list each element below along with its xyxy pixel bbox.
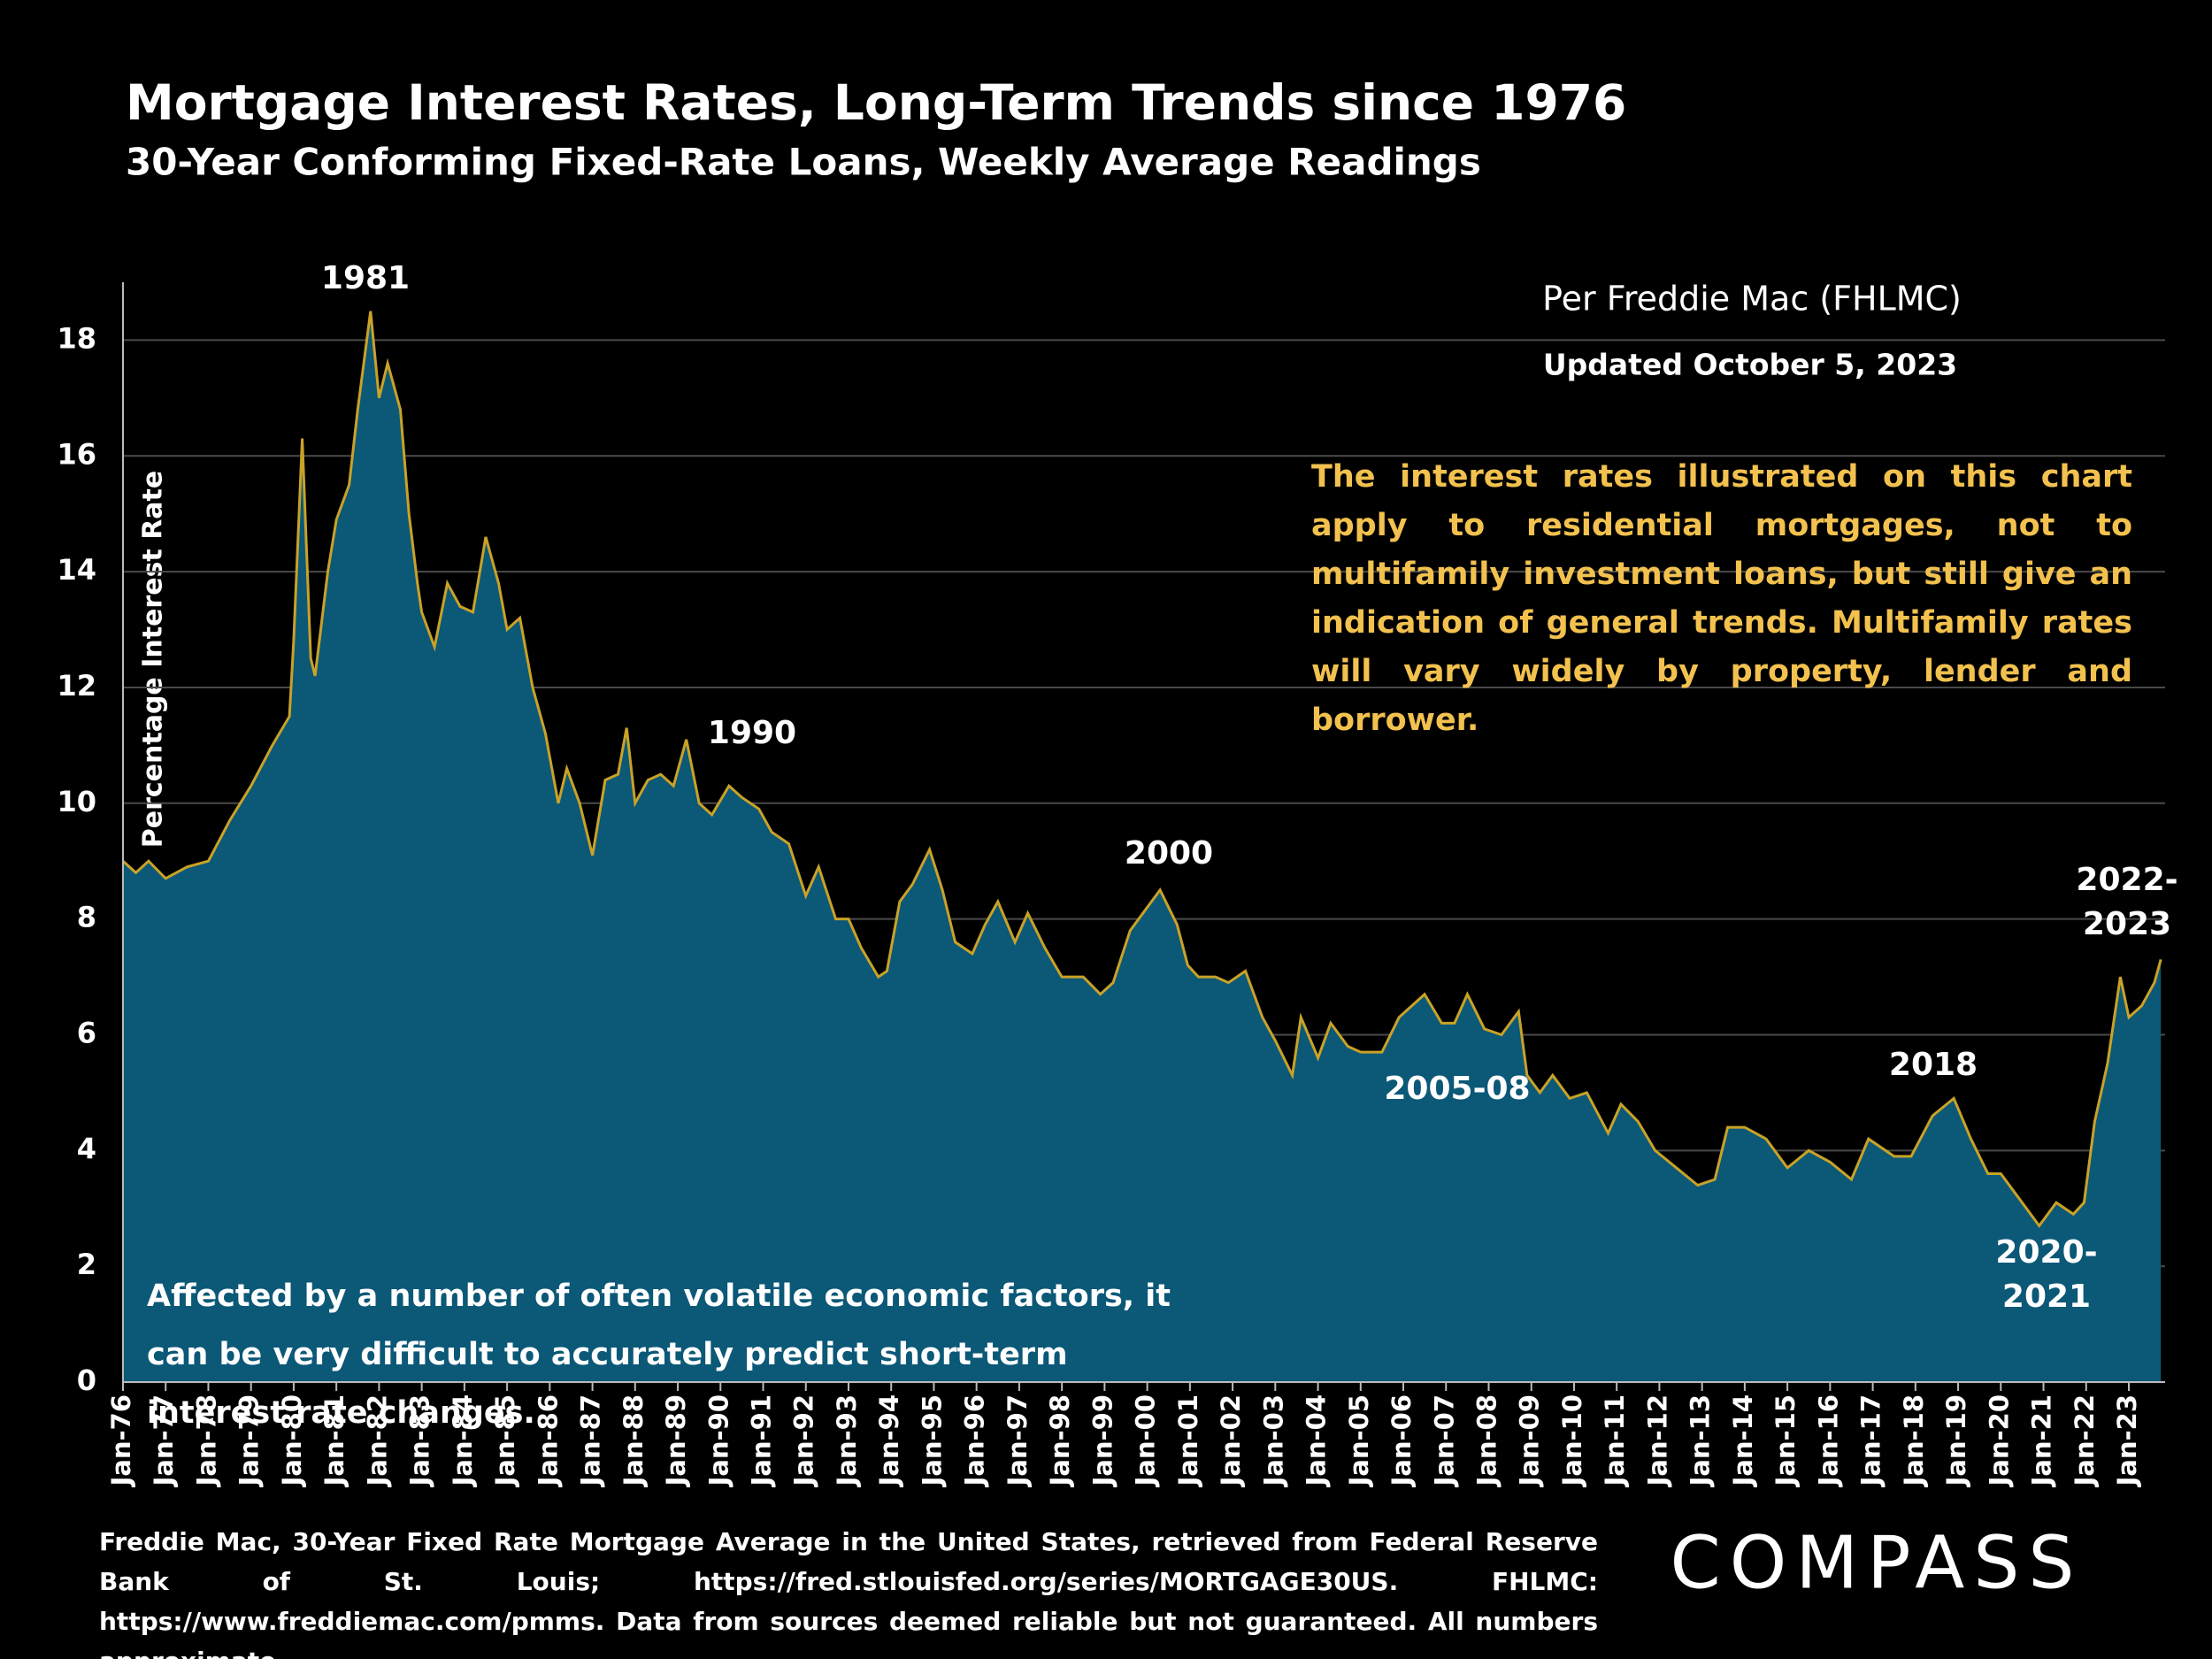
- x-tick-label: Jan-79: [234, 1394, 265, 1487]
- x-tick-label: Jan-13: [1686, 1394, 1716, 1487]
- chart-title: Mortgage Interest Rates, Long-Term Trend…: [126, 74, 1626, 131]
- x-tick-label: Jan-84: [448, 1394, 478, 1487]
- y-tick-label: 16: [57, 437, 96, 471]
- x-tick-label: Jan-07: [1429, 1394, 1459, 1487]
- x-tick-label: Jan-17: [1856, 1394, 1886, 1487]
- y-tick-label: 10: [57, 785, 96, 818]
- x-tick-label: Jan-12: [1642, 1394, 1672, 1487]
- x-tick-label: Jan-21: [2027, 1394, 2057, 1487]
- x-tick-label: Jan-08: [1471, 1394, 1502, 1487]
- x-tick-label: Jan-82: [362, 1394, 392, 1487]
- y-tick-label: 18: [57, 321, 96, 355]
- x-tick-label: Jan-87: [576, 1394, 606, 1487]
- y-tick-label: 8: [77, 901, 96, 934]
- caution-text: Affected by a number of often volatile e…: [147, 1279, 1171, 1431]
- y-tick-label: 14: [57, 553, 96, 587]
- x-tick-label: Jan-77: [149, 1394, 179, 1487]
- annotation: 1990: [708, 715, 796, 751]
- x-tick-label: Jan-80: [277, 1394, 307, 1487]
- x-tick-label: Jan-94: [874, 1394, 904, 1487]
- x-tick-label: Jan-92: [789, 1394, 819, 1487]
- x-tick-label: Jan-76: [106, 1394, 136, 1487]
- x-tick-label: Jan-01: [1173, 1394, 1203, 1487]
- annotation: 2018: [1889, 1047, 1978, 1083]
- x-tick-label: Jan-00: [1131, 1394, 1161, 1487]
- line: [121, 311, 2162, 1228]
- area: [123, 311, 2162, 1383]
- y-tick-label: 4: [77, 1132, 96, 1165]
- annotation: 1981: [321, 260, 410, 296]
- x-tick-label: Jan-15: [1770, 1394, 1801, 1487]
- x-tick-label: Jan-23: [2112, 1394, 2142, 1487]
- x-tick-label: Jan-19: [1941, 1394, 1971, 1487]
- x-tick-label: Jan-93: [832, 1394, 862, 1487]
- updated-date: Updated October 5, 2023: [1543, 348, 1957, 382]
- y-tick-label: 0: [77, 1363, 96, 1397]
- y-tick-label: 2: [77, 1248, 96, 1281]
- x-tick-label: Jan-83: [405, 1394, 435, 1487]
- source-heading: Per Freddie Mac (FHLMC): [1542, 280, 1962, 319]
- x-tick-label: Jan-97: [1002, 1394, 1033, 1487]
- x-tick-label: Jan-78: [191, 1394, 221, 1487]
- logo: COMPASS: [1671, 1521, 2084, 1605]
- x-tick-label: Jan-88: [618, 1394, 649, 1487]
- x-tick-label: Jan-22: [2070, 1394, 2100, 1487]
- x-tick-label: Jan-02: [1216, 1394, 1246, 1487]
- chart-subtitle: 30-Year Conforming Fixed-Rate Loans, Wee…: [126, 141, 1481, 184]
- x-tick-label: Jan-20: [1984, 1394, 2014, 1487]
- x-tick-label: Jan-18: [1899, 1394, 1929, 1487]
- x-tick-label: Jan-91: [747, 1394, 777, 1487]
- x-tick-label: Jan-04: [1302, 1394, 1332, 1487]
- x-tick-label: Jan-09: [1515, 1394, 1545, 1487]
- x-tick-label: Jan-85: [490, 1394, 520, 1487]
- x-tick-label: Jan-90: [703, 1394, 733, 1487]
- annotation: 2021: [2002, 1279, 2091, 1315]
- y-tick-label: 6: [77, 1016, 96, 1049]
- annotation: 2022-: [2076, 862, 2177, 898]
- x-tick-label: Jan-14: [1728, 1394, 1758, 1487]
- x-tick-label: Jan-89: [661, 1394, 691, 1487]
- x-tick-label: Jan-06: [1386, 1394, 1417, 1487]
- x-tick-label: Jan-10: [1557, 1394, 1587, 1487]
- x-tick-label: Jan-99: [1087, 1394, 1118, 1487]
- x-tick-label: Jan-16: [1813, 1394, 1843, 1487]
- annotation: 2000: [1125, 835, 1213, 872]
- x-tick-label: Jan-96: [960, 1394, 990, 1487]
- annotation: 2005-08: [1384, 1071, 1530, 1107]
- note: The interest rates illustrated on this c…: [1311, 459, 2132, 738]
- y-tick-label: 12: [57, 669, 96, 703]
- x-tick-label: Jan-05: [1344, 1394, 1374, 1487]
- annotation: 2023: [2083, 906, 2171, 942]
- x-tick-label: Jan-95: [917, 1394, 947, 1487]
- annotation: 2020-: [1995, 1234, 2097, 1271]
- x-tick-label: Jan-86: [533, 1394, 563, 1487]
- x-tick-label: Jan-81: [319, 1394, 349, 1487]
- y-axis-label: Percentage Interest Rate: [138, 471, 169, 849]
- x-tick-label: Jan-98: [1045, 1394, 1075, 1487]
- x-tick-label: Jan-03: [1258, 1394, 1288, 1487]
- x-tick-label: Jan-11: [1600, 1394, 1630, 1487]
- footer: Freddie Mac, 30-Year Fixed Rate Mortgage…: [99, 1527, 1598, 1659]
